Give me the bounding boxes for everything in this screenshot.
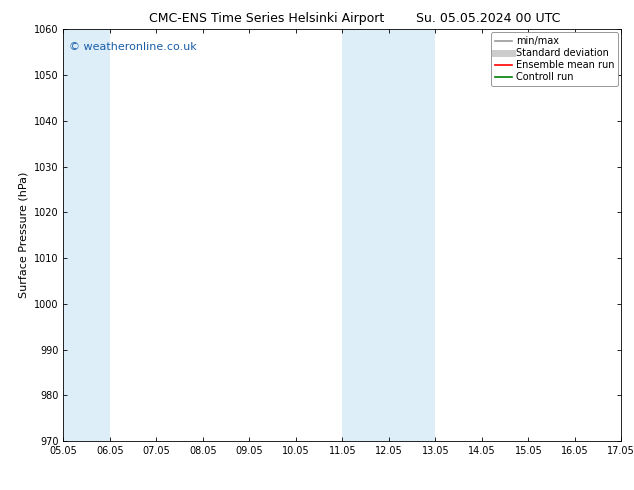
Bar [389,29,436,441]
Text: CMC-ENS Time Series Helsinki Airport: CMC-ENS Time Series Helsinki Airport [148,12,384,25]
Legend: min/max, Standard deviation, Ensemble mean run, Controll run: min/max, Standard deviation, Ensemble me… [491,32,618,86]
Bar [342,29,389,441]
Bar [63,29,110,441]
Text: © weatheronline.co.uk: © weatheronline.co.uk [69,42,197,52]
Text: Su. 05.05.2024 00 UTC: Su. 05.05.2024 00 UTC [416,12,560,25]
Y-axis label: Surface Pressure (hPa): Surface Pressure (hPa) [18,172,29,298]
